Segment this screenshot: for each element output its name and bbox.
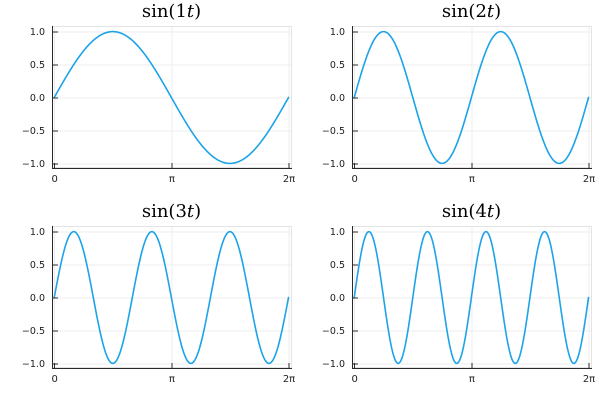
y-tick-label: −0.5 <box>322 126 345 137</box>
y-tick-label: 1.0 <box>30 227 45 238</box>
title-close: ) <box>494 1 502 22</box>
subplot-title-sin-3t: sin(3t) <box>52 201 291 225</box>
y-tick-label: −1.0 <box>22 359 45 370</box>
sine-curve-3t <box>53 230 290 365</box>
y-tick-label: −0.5 <box>22 126 45 137</box>
subplot-sin-2t: sin(2t) 1.0 0.5 0.0 −0.5 −1.0 0 π 2π <box>300 0 600 200</box>
plot-area-sin-4t: 1.0 0.5 0.0 −0.5 −1.0 0 π 2π <box>322 226 595 385</box>
sine-curve-4t <box>353 230 590 365</box>
y-tick-label: 0.5 <box>30 260 45 271</box>
y-tick-label: −0.5 <box>322 326 345 337</box>
title-var: t <box>186 201 195 222</box>
y-tick-label: 0.0 <box>30 93 45 104</box>
title-fn: sin( <box>441 201 476 222</box>
x-tick-label: 0 <box>352 374 358 385</box>
x-tick-label: π <box>469 174 475 185</box>
title-freq: 4 <box>475 201 487 222</box>
plot-area-sin-1t: 1.0 0.5 0.0 −0.5 −1.0 0 π 2π <box>22 26 295 185</box>
subplot-sin-1t: sin(1t) 1.0 0.5 0.0 −0.5 −1.0 0 π 2π <box>0 0 300 200</box>
x-tick-label: 0 <box>52 374 58 385</box>
y-tick-label: 0.5 <box>330 60 345 71</box>
y-tick-label: 0.5 <box>330 260 345 271</box>
title-var: t <box>486 201 495 222</box>
x-tick-label: 0 <box>352 174 358 185</box>
y-tick-label: 0.5 <box>30 60 45 71</box>
x-tick-label: 2π <box>583 374 595 385</box>
plot-area-sin-2t: 1.0 0.5 0.0 −0.5 −1.0 0 π 2π <box>322 26 595 185</box>
subplot-sin-4t: sin(4t) 1.0 0.5 0.0 −0.5 −1.0 0 π 2π <box>300 200 600 400</box>
plot-area-sin-3t: 1.0 0.5 0.0 −0.5 −1.0 0 π 2π <box>22 226 295 385</box>
title-fn: sin( <box>141 201 176 222</box>
x-tick-label: π <box>169 174 175 185</box>
y-tick-label: 1.0 <box>330 227 345 238</box>
title-freq: 2 <box>475 1 487 22</box>
subplot-title-sin-2t: sin(2t) <box>352 1 591 25</box>
title-close: ) <box>494 201 502 222</box>
y-tick-label: 0.0 <box>330 293 345 304</box>
sine-curve-1t <box>53 30 290 165</box>
y-tick-label: −1.0 <box>322 359 345 370</box>
x-tick-label: 0 <box>52 174 58 185</box>
y-tick-label: −1.0 <box>322 159 345 170</box>
title-fn: sin( <box>141 1 176 22</box>
title-close: ) <box>194 1 202 22</box>
x-tick-label: π <box>469 374 475 385</box>
y-tick-label: −0.5 <box>22 326 45 337</box>
title-fn: sin( <box>441 1 476 22</box>
title-freq: 3 <box>175 201 187 222</box>
subplot-sin-3t: sin(3t) 1.0 0.5 0.0 −0.5 −1.0 0 π 2π <box>0 200 300 400</box>
y-tick-label: 0.0 <box>30 293 45 304</box>
subplot-title-sin-1t: sin(1t) <box>52 1 291 25</box>
x-tick-label: π <box>169 374 175 385</box>
y-tick-label: 1.0 <box>330 27 345 38</box>
y-tick-label: 1.0 <box>30 27 45 38</box>
title-var: t <box>486 1 495 22</box>
x-tick-label: 2π <box>283 174 295 185</box>
title-freq: 1 <box>175 1 187 22</box>
y-tick-label: 0.0 <box>330 93 345 104</box>
subplot-title-sin-4t: sin(4t) <box>352 201 591 225</box>
y-tick-label: −1.0 <box>22 159 45 170</box>
sine-curve-2t <box>353 30 590 165</box>
x-tick-label: 2π <box>583 174 595 185</box>
title-close: ) <box>194 201 202 222</box>
x-tick-label: 2π <box>283 374 295 385</box>
title-var: t <box>186 1 195 22</box>
